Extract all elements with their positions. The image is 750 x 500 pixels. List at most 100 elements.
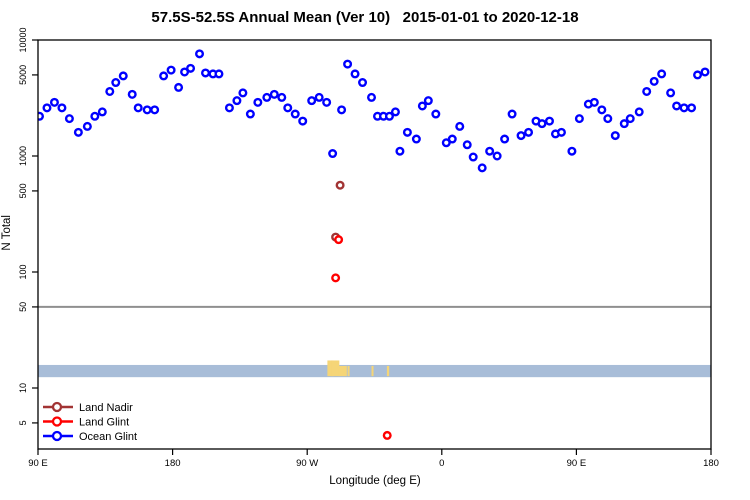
data-point (431, 109, 441, 119)
data-point (328, 149, 338, 159)
data-point (507, 109, 517, 119)
plot-box (37, 39, 712, 450)
y-tick-label: 500 (18, 183, 28, 198)
data-point (290, 109, 300, 119)
legend: Land Nadir Land Glint Ocean Glint (43, 401, 137, 443)
data-point (411, 134, 421, 144)
chart-title: 57.5S-52.5S Annual Mean (Ver 10) 2015-01… (151, 9, 579, 26)
x-tick-label: 90 E (567, 458, 587, 469)
data-point (133, 103, 143, 113)
data-point (238, 88, 248, 98)
data-point (485, 146, 495, 156)
map-band-land-patch (386, 365, 390, 377)
map-band-land-patch (371, 365, 374, 377)
data-point (111, 78, 121, 88)
data-point (142, 105, 152, 115)
data-point (687, 103, 697, 113)
y-tick-label: 1000 (18, 146, 28, 166)
data-point (358, 78, 368, 88)
data-point (245, 109, 255, 119)
y-tick-label: 5000 (18, 65, 28, 85)
y-tick-label: 100 (18, 264, 28, 279)
data-point (672, 101, 682, 111)
data-point (186, 63, 196, 73)
data-point (269, 89, 279, 99)
data-point (367, 92, 377, 102)
data-point (97, 107, 107, 117)
data-point (127, 89, 137, 99)
data-point (574, 114, 584, 124)
data-point (625, 114, 635, 124)
data-point (214, 69, 224, 79)
data-point (423, 96, 433, 106)
data-point (492, 151, 502, 161)
data-point (64, 114, 74, 124)
data-point (477, 163, 487, 173)
x-tick-label: 180 (703, 458, 719, 469)
data-point (516, 131, 526, 141)
data-point (657, 69, 667, 79)
legend-marker (51, 430, 63, 442)
data-point (166, 65, 176, 75)
data-point (90, 111, 100, 121)
data-point (544, 116, 554, 126)
data-point (337, 105, 347, 115)
data-point (441, 138, 451, 148)
data-point (537, 119, 547, 129)
plot-area (38, 49, 711, 440)
legend-label: Ocean Glint (79, 431, 137, 443)
data-point (57, 103, 67, 113)
x-tick-label: 0 (439, 458, 444, 469)
data-point (232, 96, 242, 106)
legend-label: Land Glint (79, 417, 129, 429)
data-point (402, 127, 412, 137)
data-point (679, 103, 689, 113)
data-point (610, 131, 620, 141)
y-tick-label: 10000 (18, 27, 28, 52)
data-point (105, 86, 115, 96)
y-tick-label: 50 (18, 302, 28, 312)
legend-label: Land Nadir (79, 402, 133, 414)
data-point (556, 127, 566, 137)
data-point (298, 116, 308, 126)
x-tick-label: 90 E (28, 458, 48, 469)
data-point (49, 97, 59, 107)
x-tick-label: 180 (165, 458, 181, 469)
data-point (597, 105, 607, 115)
data-point (455, 121, 465, 131)
series-land-glint (331, 235, 392, 440)
map-band-land-patch (327, 360, 334, 377)
series-land-nadir (331, 180, 345, 242)
data-point (382, 430, 392, 440)
data-point (693, 70, 703, 80)
data-point (619, 119, 629, 129)
data-point (350, 69, 360, 79)
data-point (283, 103, 293, 113)
data-point (642, 86, 652, 96)
data-point (666, 88, 676, 98)
data-point (334, 235, 344, 245)
data-point (38, 111, 44, 121)
data-point (159, 71, 169, 81)
data-point (395, 146, 405, 156)
data-point (500, 134, 510, 144)
data-point (343, 59, 353, 69)
series-ocean-glint (38, 49, 710, 173)
map-band-ocean (38, 364, 711, 378)
map-band-land-patch (347, 365, 350, 377)
data-point (195, 49, 205, 59)
data-point (634, 107, 644, 117)
data-point (417, 101, 427, 111)
data-point (331, 273, 341, 283)
data-point (174, 82, 184, 92)
data-point (567, 146, 577, 156)
data-point (42, 103, 52, 113)
data-point (384, 111, 394, 121)
data-point (307, 96, 317, 106)
y-tick-label: 10 (18, 383, 28, 393)
data-point (589, 97, 599, 107)
data-point (253, 97, 263, 107)
data-point (390, 107, 400, 117)
